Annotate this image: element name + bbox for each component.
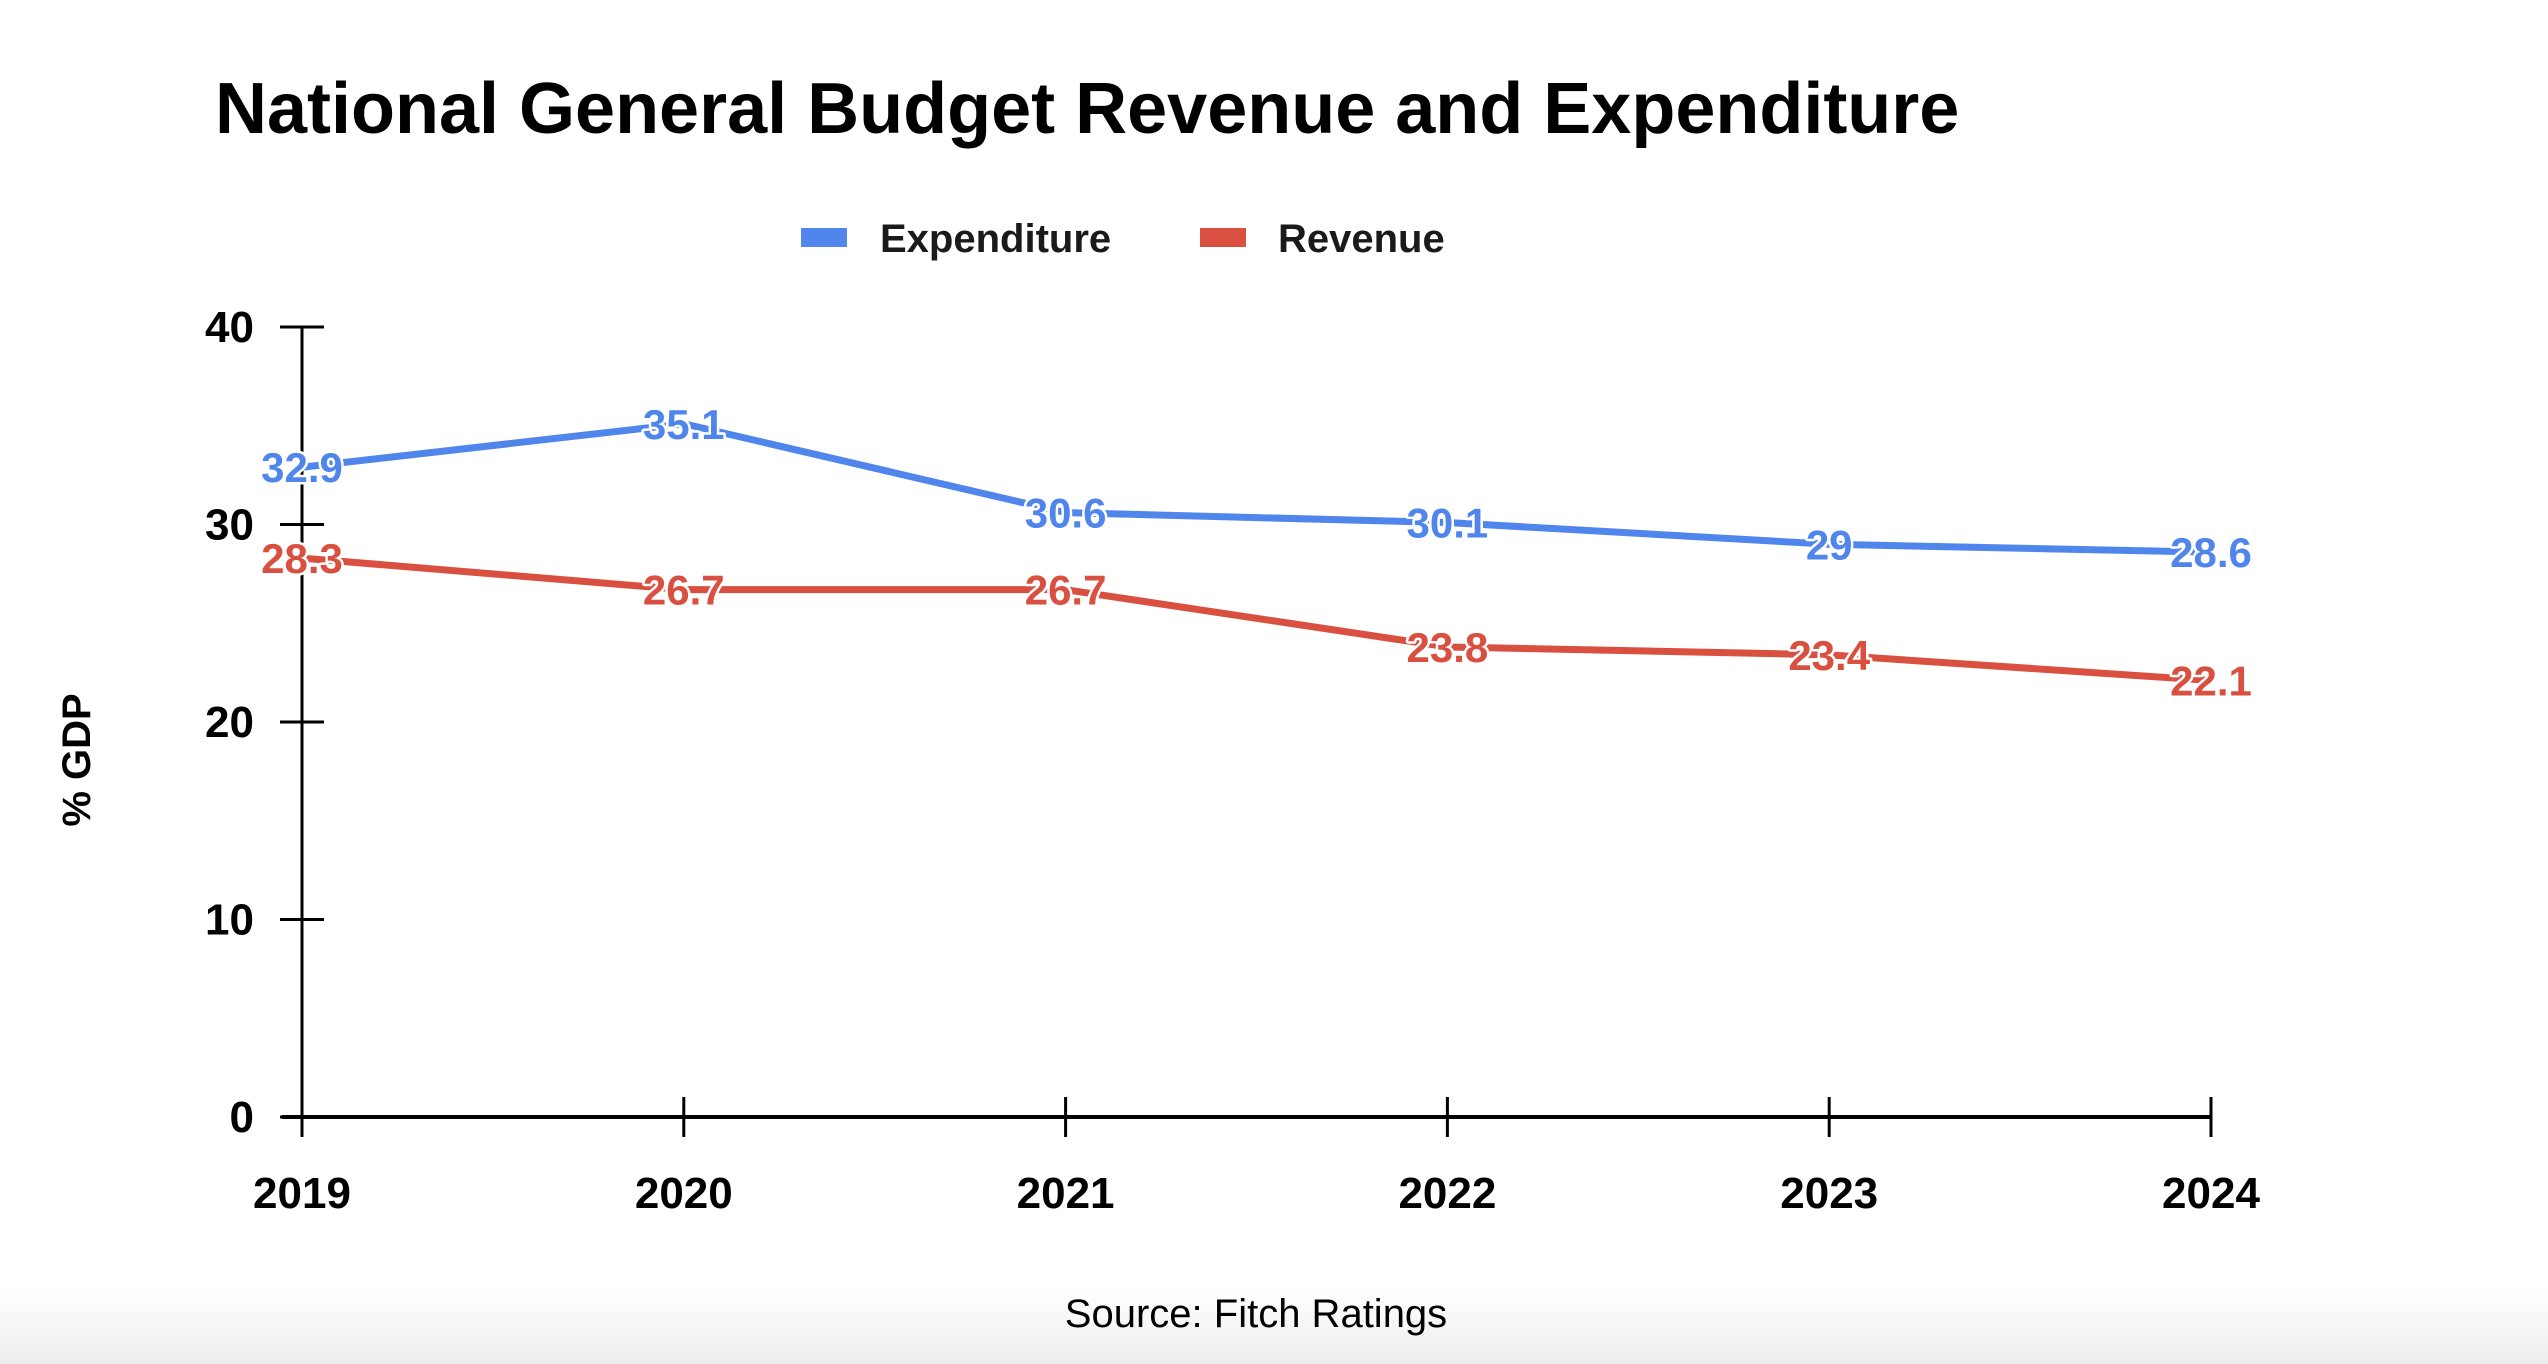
legend-label-expenditure: Expenditure	[880, 217, 1111, 261]
series-line-expenditure	[301, 420, 2212, 556]
x-tick-label: 2021	[1017, 1169, 1115, 1218]
series-group	[301, 420, 2212, 685]
x-tick-label: 2022	[1398, 1169, 1496, 1218]
legend: Expenditure Revenue	[801, 217, 1445, 261]
source-note: Source: Fitch Ratings	[1065, 1292, 1447, 1336]
x-tick-label: 2019	[253, 1169, 351, 1218]
data-label-expenditure: 28.6	[2170, 529, 2252, 576]
data-label-revenue: 22.1	[2170, 658, 2252, 705]
y-tick-label: 10	[205, 896, 254, 945]
data-label-expenditure: 30.1	[1407, 500, 1489, 547]
data-label-expenditure: 32.9	[261, 444, 343, 491]
y-tick-label: 20	[205, 698, 254, 747]
data-label-revenue: 28.3	[261, 535, 343, 582]
series-line-revenue	[301, 554, 2212, 685]
data-label-revenue: 26.7	[643, 567, 725, 614]
data-label-expenditure: 35.1	[643, 401, 725, 448]
legend-label-revenue: Revenue	[1278, 217, 1445, 261]
data-labels-group: 32.9 35.1 30.6 30.1 29 28.6 28.3 26.7 26.7 23.8 23…	[259, 398, 2255, 707]
legend-swatch-expenditure	[801, 228, 847, 247]
data-label-revenue: 23.4	[1788, 632, 1870, 679]
legend-swatch-revenue	[1200, 228, 1246, 247]
x-tick-label: 2020	[635, 1169, 733, 1218]
x-tick-label: 2024	[2162, 1169, 2260, 1218]
data-label-expenditure: 30.6	[1025, 490, 1107, 537]
x-tick-label: 2023	[1780, 1169, 1878, 1218]
chart-title: National General Budget Revenue and Expe…	[215, 69, 1959, 149]
data-label-revenue: 26.7	[1025, 567, 1107, 614]
y-tick-label: 0	[230, 1093, 254, 1142]
y-tick-label: 40	[205, 303, 254, 352]
y-tick-label: 30	[205, 501, 254, 550]
axes: 0 10 20 30 40 2019 2020 2021 2022 2023 2024	[205, 303, 2260, 1218]
y-axis-title: % GDP	[55, 693, 99, 826]
data-label-revenue: 23.8	[1407, 624, 1489, 671]
data-label-expenditure: 29	[1806, 521, 1853, 568]
